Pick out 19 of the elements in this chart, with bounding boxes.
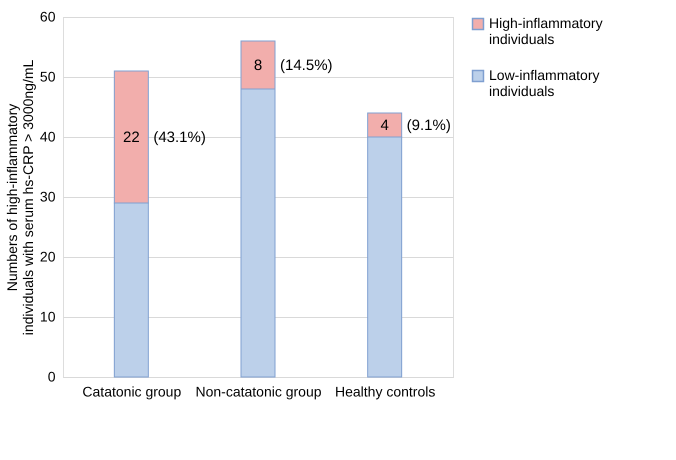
annotation: (9.1%) [406, 117, 451, 134]
x-tick-label: Healthy controls [334, 384, 436, 400]
data-label: 4 [380, 117, 389, 134]
y-tick-label: 50 [40, 68, 56, 84]
y-tick-label: 20 [40, 248, 56, 264]
y-axis-title: Numbers of high-inflammatory individuals with serum hs-CRP > 3000ng/mL [4, 59, 36, 336]
y-tick-label: 0 [48, 368, 56, 384]
y-tick-label: 40 [40, 128, 56, 144]
legend-label: High-inflammatory individuals [489, 15, 603, 47]
data-label: 22 [122, 129, 140, 146]
x-tick-label: Catatonic group [82, 384, 182, 400]
annotation: (14.5%) [280, 57, 333, 74]
y-tick-label: 10 [40, 308, 56, 324]
legend-label: Low-inflammatory individuals [489, 67, 600, 99]
annotation: (43.1%) [153, 129, 206, 146]
y-tick-label: 60 [40, 8, 56, 24]
y-tick-label: 30 [40, 188, 56, 204]
x-tick-label: Non-catatonic group [195, 384, 322, 400]
data-label: 8 [254, 57, 262, 74]
